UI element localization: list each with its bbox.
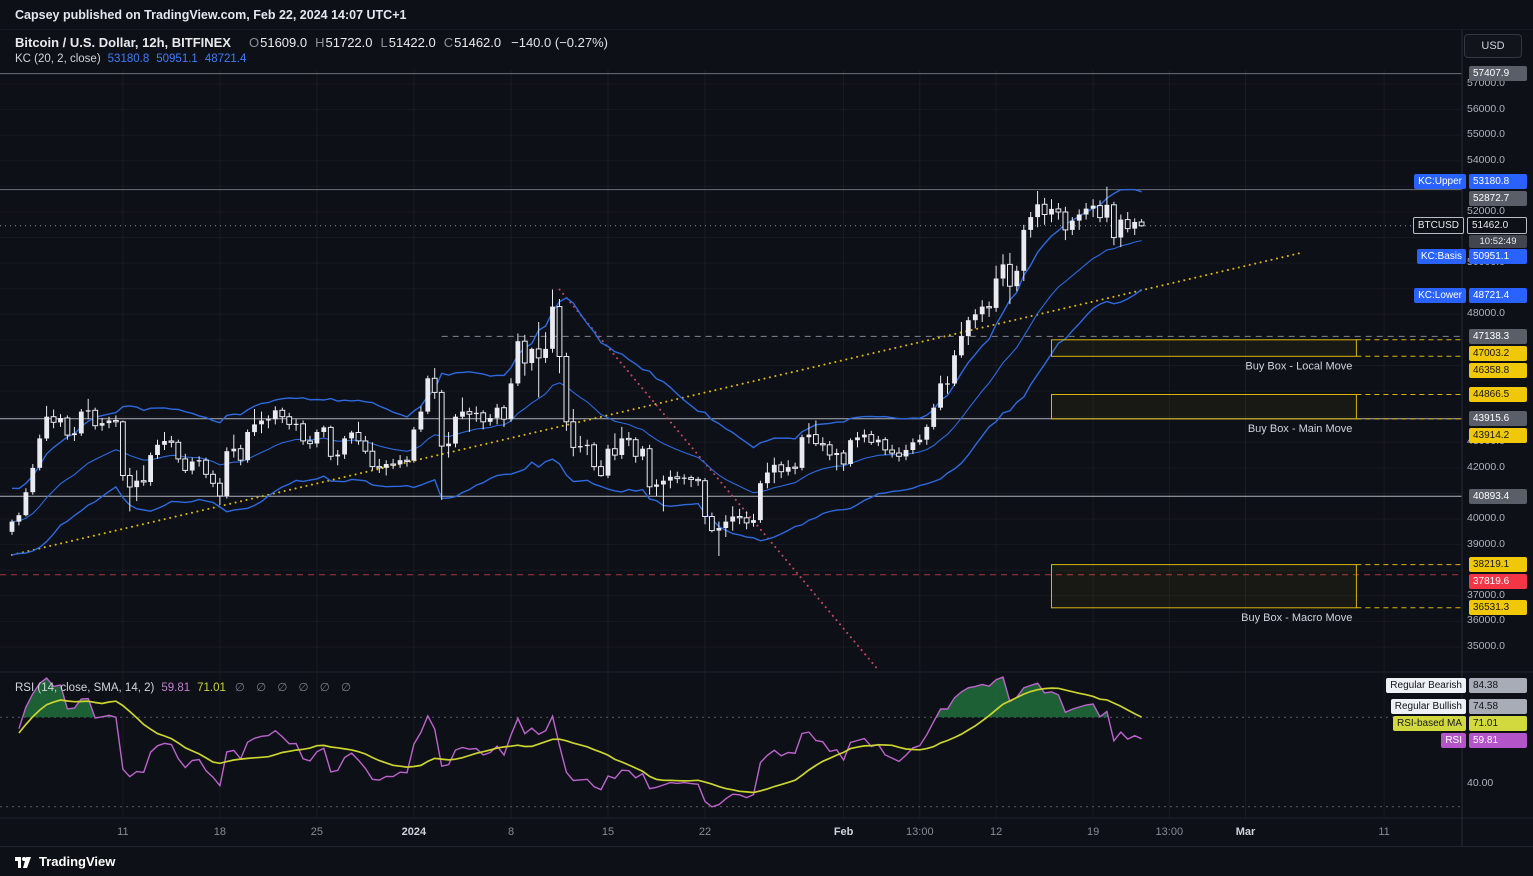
- change-value: −140.0 (−0.27%): [511, 35, 608, 50]
- close-label: C: [443, 35, 454, 50]
- tradingview-logo[interactable]: TradingView: [14, 854, 115, 870]
- kc-title[interactable]: KC (20, 2, close): [15, 53, 101, 65]
- buy-box[interactable]: Buy Box - Main Move: [1051, 394, 1463, 435]
- tradingview-logo-text: TradingView: [39, 854, 116, 869]
- trendline-ascending-support[interactable]: [11, 251, 1302, 556]
- buy-box-label: Buy Box - Main Move: [1248, 423, 1353, 435]
- low-value: 51422.0: [388, 35, 436, 50]
- rsi-title[interactable]: RSI (14, close, SMA, 14, 2): [15, 682, 155, 694]
- close-value: 51462.0: [454, 35, 502, 50]
- rsi-indicator-header[interactable]: RSI (14, close, SMA, 14, 2) 59.81 71.01 ∅ ∅…: [15, 680, 355, 694]
- high-label: H: [315, 35, 325, 50]
- buy-box[interactable]: Buy Box - Macro Move: [1051, 564, 1463, 624]
- rsi-plot[interactable]: [0, 676, 1462, 808]
- low-label: L: [380, 35, 388, 50]
- rsi-empty-values: ∅ ∅ ∅ ∅ ∅ ∅: [234, 682, 355, 694]
- symbol-title[interactable]: Bitcoin / U.S. Dollar, 12h, BITFINEX: [15, 35, 231, 50]
- high-value: 51722.0: [325, 35, 373, 50]
- candlesticks[interactable]: [9, 186, 1145, 556]
- kc-upper-value: 53180.8: [107, 53, 150, 65]
- chart-svg[interactable]: Buy Box - Local Move Buy Box - Main Move…: [0, 30, 1533, 846]
- buy-box-label: Buy Box - Local Move: [1245, 360, 1352, 372]
- symbol-header[interactable]: Bitcoin / U.S. Dollar, 12h, BITFINEX O516…: [15, 35, 608, 50]
- currency-toggle-button[interactable]: USD: [1464, 34, 1522, 58]
- rsi-value: 59.81: [161, 682, 191, 694]
- keltner-channel[interactable]: [11, 188, 1143, 556]
- open-label: O: [248, 35, 260, 50]
- tradingview-logo-icon: [14, 854, 32, 870]
- open-value: 51609.0: [260, 35, 308, 50]
- footer-bar: TradingView: [0, 846, 1533, 876]
- pane-separators: [0, 30, 1533, 846]
- publish-banner: Capsey published on TradingView.com, Feb…: [0, 0, 1533, 30]
- kc-indicator-header[interactable]: KC (20, 2, close) 53180.8 50951.1 48721.4: [15, 53, 246, 65]
- buy-box[interactable]: Buy Box - Local Move: [1051, 339, 1463, 373]
- buy-box-label: Buy Box - Macro Move: [1241, 612, 1352, 624]
- chart-area[interactable]: Buy Box - Local Move Buy Box - Main Move…: [0, 30, 1533, 846]
- rsi-ma-value: 71.01: [197, 682, 226, 694]
- kc-basis-value: 50951.1: [156, 53, 198, 65]
- price-level-lines[interactable]: [0, 73, 1462, 576]
- chart-canvas[interactable]: Buy Box - Local Move Buy Box - Main Move…: [0, 30, 1533, 846]
- trendline-descending-resistance[interactable]: [558, 288, 880, 671]
- kc-lower-value: 48721.4: [204, 53, 247, 65]
- publish-text: Capsey published on TradingView.com, Feb…: [15, 8, 407, 22]
- gridlines: [0, 70, 1462, 818]
